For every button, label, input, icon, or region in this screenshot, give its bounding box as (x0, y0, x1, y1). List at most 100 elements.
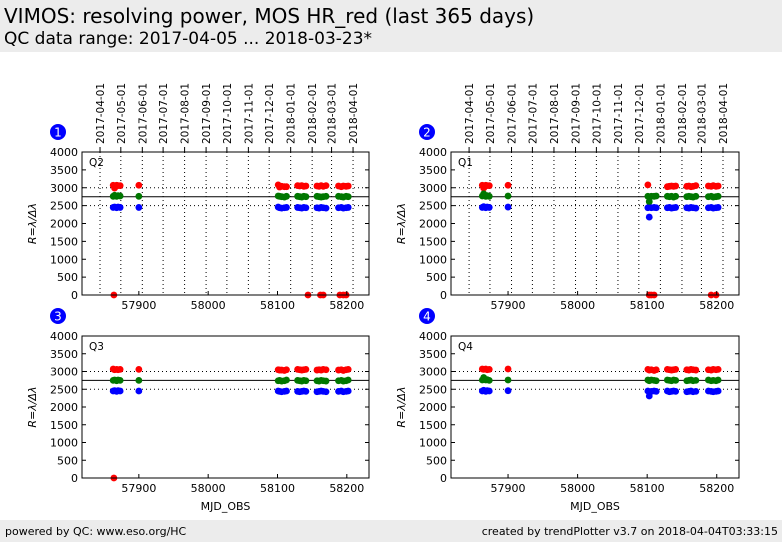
chart-panel-1: 2017-04-01 2017-05-01 2017-06-01 2017-07-01… (26, 83, 370, 312)
chart-4-blue-point (672, 387, 680, 395)
chart-2-date-tick-label: 2017-12-01 (634, 83, 646, 144)
chart-1-y-tick-label: 500 (57, 271, 78, 284)
chart-1-date-tick-label: 2017-06-01 (137, 83, 149, 144)
chart-1-panel-number: 1 (54, 126, 62, 140)
chart-2-y-axis-label: R=λ/Δλ (395, 203, 408, 244)
chart-1-date-tick-label: 2017-09-01 (201, 83, 213, 144)
chart-1-green-point (283, 192, 290, 200)
chart-3-blue-point (283, 387, 290, 395)
chart-3-y-tick-label: 3500 (50, 348, 78, 361)
chart-2-y-tick-label: 500 (426, 271, 447, 284)
chart-1-y-tick-label: 3500 (50, 164, 78, 177)
chart-1-date-tick-label: 2017-05-01 (116, 83, 128, 144)
chart-2-date-tick-label: 2017-08-01 (549, 83, 561, 144)
chart-3-red-point (344, 365, 352, 373)
chart-3-panel-number-badge (50, 308, 66, 324)
chart-2-y-tick-label: 1500 (419, 235, 447, 248)
chart-2-blue-point (714, 204, 722, 211)
chart-1-date-tick-label: 2018-03-01 (327, 83, 339, 144)
chart-2-date-tick-label: 2017-07-01 (527, 83, 539, 144)
chart-2-green-point (645, 198, 653, 206)
chart-2-quadrant-label: Q1 (458, 157, 473, 169)
chart-4-blue-point (692, 387, 700, 395)
chart-3-blue-point (135, 387, 143, 395)
chart-2-y-tick-label: 1000 (419, 253, 447, 266)
chart-3-y-axis-label: R=λ/Δλ (26, 386, 39, 427)
chart-1-date-tick-label: 2018-04-01 (348, 83, 360, 144)
chart-1-date-tick-label: 2017-07-01 (158, 83, 170, 144)
chart-4-red-point (692, 366, 700, 374)
chart-3-green-point (302, 377, 310, 385)
chart-3-panel-number: 3 (54, 310, 62, 324)
footer-powered-by[interactable]: powered by QC: www.eso.org/HC (5, 525, 187, 538)
chart-4-panel-number: 4 (423, 310, 431, 324)
chart-3-green-point (116, 376, 124, 384)
chart-1-y-tick-label: 4000 (50, 146, 78, 159)
chart-1-x-tick-label: 58100 (260, 299, 295, 312)
chart-1-y-tick-label: 2000 (50, 218, 78, 231)
chart-4-x-tick-label: 57900 (491, 482, 526, 495)
chart-1-blue-point (322, 204, 330, 212)
chart-1-green-point (116, 192, 124, 200)
chart-2-y-tick-label: 3500 (419, 164, 447, 177)
chart-1-x-tick-label: 58000 (191, 299, 226, 312)
chart-1-x-tick-label: 58200 (329, 299, 364, 312)
chart-1-date-tick-label: 2017-08-01 (180, 83, 192, 144)
chart-3-x-tick-label: 58200 (329, 482, 364, 495)
chart-2-panel-number-badge (419, 124, 435, 140)
chart-4-red-point (672, 365, 680, 373)
chart-1-red-point (135, 181, 143, 189)
chart-4-blue-point (714, 387, 722, 395)
chart-1-red-point (283, 183, 290, 191)
chart-3-x-tick-label: 58000 (191, 482, 226, 495)
chart-3-x-tick-label: 57900 (121, 482, 156, 495)
chart-1-y-tick-label: 1500 (50, 235, 78, 248)
chart-2-date-tick-label: 2017-09-01 (571, 83, 583, 144)
chart-4-green-point (485, 376, 493, 384)
chart-4-green-point (652, 377, 660, 385)
chart-1-blue-point (135, 204, 143, 211)
chart-2-date-tick-label: 2017-10-01 (591, 83, 603, 144)
chart-3-green-point (322, 377, 330, 385)
chart-4-x-axis-label: MJD_OBS (570, 500, 620, 513)
chart-4-y-tick-label: 0 (440, 472, 447, 485)
chart-1-y-tick-label: 0 (71, 289, 78, 302)
chart-4-plot-area (451, 336, 739, 478)
chart-1-red-point (344, 182, 352, 190)
chart-2-y-tick-label: 3000 (419, 182, 447, 195)
chart-1-date-tick-label: 2017-04-01 (95, 83, 107, 144)
chart-4-quadrant-label: Q4 (458, 341, 473, 353)
chart-3-quadrant-label: Q3 (89, 341, 104, 353)
chart-1-green-point (344, 193, 352, 201)
chart-panel-3: 0 500 1000 1500 2000 2500 3000 3500 4000 57900 580… (26, 308, 370, 513)
chart-1-date-tick-label: 2018-02-01 (307, 83, 319, 144)
chart-panel-4: 0 500 1000 1500 2000 2500 3000 3500 4000 57900 580… (395, 308, 740, 513)
chart-2-red-point (714, 182, 722, 190)
chart-3-blue-point (344, 387, 352, 395)
chart-4-blue-point (485, 387, 493, 395)
chart-2-y-tick-label: 2500 (419, 200, 447, 213)
chart-1-green-point (135, 192, 143, 200)
chart-3-y-tick-label: 3000 (50, 366, 78, 379)
chart-1-y-axis-label: R=λ/Δλ (26, 203, 39, 244)
chart-2-plot-area (451, 152, 739, 295)
chart-3-red-point (116, 365, 124, 373)
chart-2-blue-point (645, 213, 653, 221)
chart-2-date-tick-label: 2018-04-01 (718, 83, 730, 144)
chart-4-y-tick-label: 3500 (419, 348, 447, 361)
chart-3-y-tick-label: 500 (57, 454, 78, 467)
report-header: VIMOS: resolving power, MOS HR_red (last… (0, 0, 782, 52)
chart-3-x-tick-label: 58100 (260, 482, 295, 495)
chart-3-y-tick-label: 1500 (50, 419, 78, 432)
chart-4-y-tick-label: 3000 (419, 366, 447, 379)
chart-3-green-point (283, 376, 290, 384)
chart-2-x-tick-label: 58100 (630, 299, 665, 312)
chart-4-green-point (504, 376, 512, 384)
chart-1-quadrant-label: Q2 (89, 157, 104, 169)
chart-2-green-point (652, 192, 660, 200)
chart-2-x-tick-label: 57900 (491, 299, 526, 312)
chart-1-blue-point (283, 204, 290, 211)
chart-4-red-point (485, 365, 493, 373)
chart-3-blue-point (116, 387, 124, 395)
chart-3-red-point (322, 366, 330, 374)
